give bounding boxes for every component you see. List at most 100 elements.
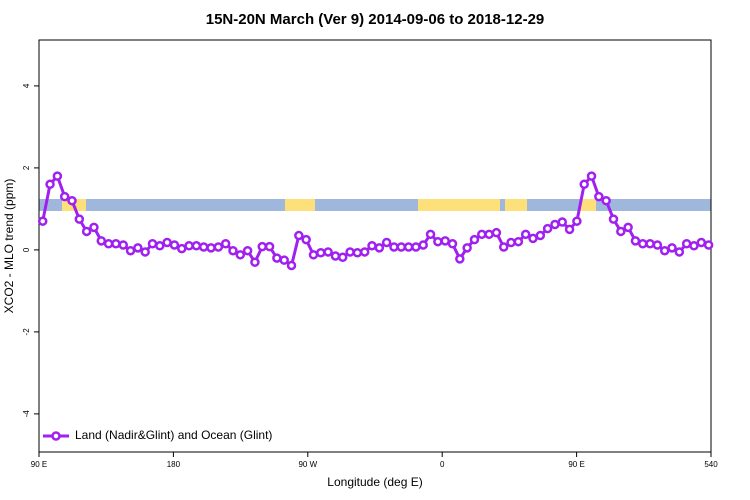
point: [308, 250, 319, 260]
point: [133, 243, 143, 253]
point: [242, 245, 253, 256]
point: [659, 245, 670, 256]
point: [96, 236, 107, 246]
point: [81, 226, 92, 237]
y-axis-label: XCO2 - MLO trend (ppm): [2, 179, 16, 314]
point: [45, 179, 55, 190]
point: [345, 247, 355, 257]
x-tick-label: 90 W: [298, 460, 317, 469]
point: [337, 252, 348, 263]
point: [528, 233, 538, 244]
point: [294, 230, 304, 241]
point: [440, 236, 450, 246]
x-tick-label: 90 E: [568, 460, 584, 469]
y-tick-label: 0: [22, 247, 31, 252]
legend-label: Land (Nadir&Glint) and Ocean (Glint): [75, 428, 272, 442]
point: [506, 237, 516, 248]
point: [140, 247, 150, 257]
point: [477, 229, 487, 240]
point: [667, 243, 677, 253]
point: [557, 217, 568, 227]
y-tick-label: -4: [22, 410, 31, 418]
point: [191, 241, 202, 251]
point: [272, 253, 282, 263]
point: [177, 243, 187, 254]
point: [681, 238, 692, 249]
point: [403, 242, 414, 252]
point: [689, 241, 699, 251]
point: [330, 251, 341, 261]
point: [74, 214, 85, 224]
point: [425, 229, 436, 240]
point: [323, 247, 333, 257]
point: [316, 248, 326, 258]
x-tick-label: 180: [167, 460, 181, 469]
point: [103, 238, 114, 249]
point: [601, 195, 611, 206]
point: [447, 238, 458, 249]
point: [638, 238, 648, 249]
point: [301, 234, 311, 245]
y-tick-label: 2: [22, 165, 31, 170]
point: [118, 240, 128, 250]
y-tick-label: -2: [22, 328, 31, 336]
legend-marker: [51, 431, 61, 441]
point: [630, 236, 641, 246]
point: [564, 224, 575, 235]
point: [206, 243, 216, 253]
point: [198, 242, 209, 252]
point: [155, 241, 165, 251]
point: [484, 229, 494, 240]
x-tick-label: 90 E: [31, 460, 47, 469]
point: [228, 245, 238, 256]
point: [381, 237, 392, 248]
point: [550, 219, 560, 230]
point: [37, 216, 48, 226]
point: [264, 241, 275, 252]
point: [352, 248, 363, 258]
point: [213, 242, 224, 252]
point: [608, 214, 619, 224]
x-tick-label: 540: [704, 460, 718, 469]
point: [520, 229, 531, 240]
point: [491, 227, 502, 238]
point: [418, 240, 428, 250]
point: [535, 230, 546, 241]
point: [257, 241, 268, 252]
y-tick-label: 4: [22, 83, 31, 88]
point: [184, 241, 194, 251]
point: [703, 240, 714, 250]
point: [250, 257, 260, 267]
point: [469, 234, 480, 245]
point: [52, 171, 63, 181]
point: [498, 242, 509, 252]
point: [652, 240, 663, 250]
x-axis-label: Longitude (deg E): [327, 475, 422, 489]
point: [616, 226, 626, 237]
point: [572, 216, 582, 226]
point: [169, 240, 180, 250]
point: [623, 222, 633, 233]
point: [111, 238, 121, 249]
point: [286, 260, 297, 271]
point: [586, 171, 597, 181]
point: [579, 179, 589, 190]
point: [696, 237, 707, 248]
x-tick-label: 0: [440, 460, 445, 469]
point: [125, 245, 136, 256]
point: [594, 191, 604, 202]
point: [235, 250, 246, 260]
point: [455, 254, 465, 264]
point: [513, 236, 524, 247]
point: [162, 237, 172, 248]
point: [89, 222, 99, 233]
point: [147, 238, 158, 249]
chart-title: 15N-20N March (Ver 9) 2014-09-06 to 2018…: [206, 11, 545, 28]
point: [367, 241, 377, 251]
point: [67, 195, 77, 206]
point: [59, 191, 70, 202]
point: [220, 238, 231, 249]
point: [542, 223, 553, 234]
point: [411, 242, 421, 252]
